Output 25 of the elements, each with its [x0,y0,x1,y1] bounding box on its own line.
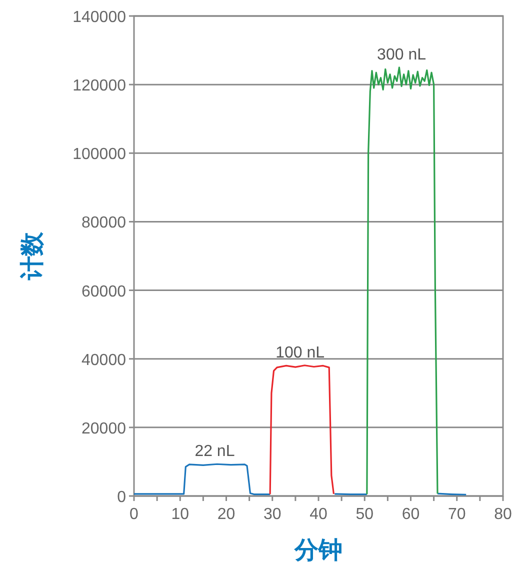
x-tick-label: 30 [263,506,282,523]
line-series [269,364,335,496]
y-tick-label: 60000 [82,283,126,300]
y-tick-label: 100000 [72,146,126,164]
x-tick-label: 10 [171,506,190,523]
y-tick-label: 40000 [82,352,126,369]
x-tick-label: 80 [494,506,512,523]
x-axis-title: 分钟 [294,537,342,564]
x-tick-label: 20 [217,506,236,523]
x-tick-label: 0 [130,506,139,523]
y-tick-label: 120000 [72,78,126,95]
y-tick-label: 20000 [82,420,126,438]
annotation: 300 nL [377,46,426,64]
x-tick-label: 50 [356,506,374,523]
y-tick-label: 0 [117,489,126,506]
y-tick-label: 140000 [72,9,126,26]
x-tick-label: 70 [448,506,466,523]
x-tick-label: 60 [402,506,420,523]
x-tick-label: 40 [310,506,328,523]
annotation: 100 nL [276,344,325,362]
annotation: 22 nL [194,443,235,460]
y-tick-label: 80000 [82,214,126,232]
y-axis-title: 计数 [19,231,46,281]
line-series [133,463,271,496]
line-series [366,66,438,496]
